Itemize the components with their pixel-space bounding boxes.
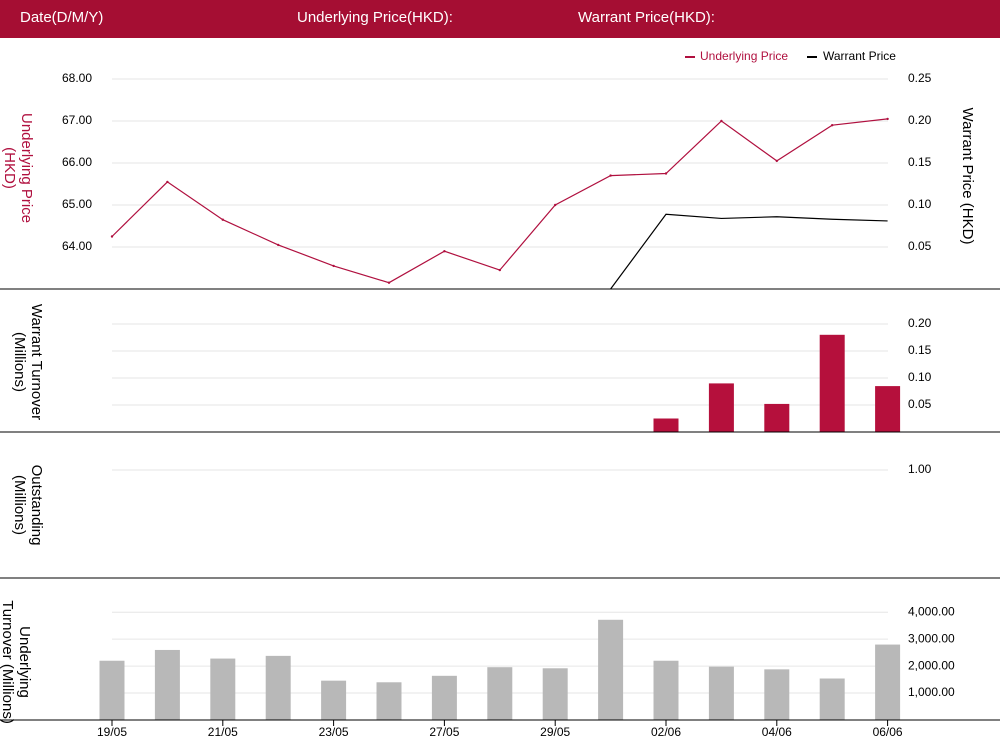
underlying-price-point xyxy=(886,117,889,121)
underlying-price-point xyxy=(166,180,169,184)
underlying-price-point xyxy=(110,235,114,238)
outstanding-axis-title: Outstanding(Millions) xyxy=(11,465,45,546)
x-axis-tick-label: 23/05 xyxy=(319,725,349,739)
underlying-turnover-bar xyxy=(764,669,790,720)
underlying-turnover-bar xyxy=(653,660,679,720)
legend-underlying-label: Underlying Price xyxy=(700,49,788,63)
underlying-price-point xyxy=(387,281,391,284)
underlying-price-point xyxy=(609,174,612,177)
warrant-turnover-bar xyxy=(819,334,845,432)
underlying-turnover-bar xyxy=(542,668,568,720)
underlying-turnover-tick-label: 1,000.00 xyxy=(908,685,955,699)
underlying-turnover-bar xyxy=(819,678,845,720)
underlying-price-point xyxy=(720,119,723,123)
x-axis-tick-label: 19/05 xyxy=(97,725,127,739)
date-label: Date(D/M/Y) xyxy=(20,9,104,26)
warrant-turnover-axis-title: Warrant Turnover(Millions) xyxy=(11,304,45,420)
underlying-price-point xyxy=(498,268,501,272)
underlying-turnover-axis-title: UnderlyingTurnover (Millions) xyxy=(0,600,33,724)
chart-area: 64.00 65.00 66.00 67.00 68.00 0.05 0.10 0.15 0.2… xyxy=(0,49,1000,739)
right-axis-tick-label: 0.15 xyxy=(908,155,932,169)
legend-warrant-label: Warrant Price xyxy=(823,49,896,63)
underlying-price-line xyxy=(111,118,888,284)
underlying-turnover-tick-label: 3,000.00 xyxy=(908,631,955,645)
legend-underlying-swatch xyxy=(685,56,695,58)
underlying-price-point xyxy=(664,172,668,175)
x-axis-tick-label: 27/05 xyxy=(429,725,459,739)
underlying-price-point xyxy=(443,250,446,253)
underlying-turnover-bar xyxy=(376,682,402,720)
legend-warrant-swatch xyxy=(807,56,817,58)
warrant-turnover-tick-label: 0.20 xyxy=(908,316,932,330)
warrant-price-label: Warrant Price(HKD): xyxy=(578,9,715,26)
right-axis-tick-label: 0.05 xyxy=(908,239,932,253)
left-axis-tick-label: 66.00 xyxy=(62,155,92,169)
x-axis-tick-label: 04/06 xyxy=(762,725,792,739)
underlying-turnover-bar xyxy=(708,666,734,720)
underlying-price-label: Underlying Price(HKD): xyxy=(297,9,453,26)
x-axis-tick-label: 21/05 xyxy=(208,725,238,739)
underlying-price-point xyxy=(554,203,557,207)
underlying-turnover-bar xyxy=(210,658,236,720)
underlying-turnover-bar xyxy=(99,660,125,720)
underlying-turnover-bar xyxy=(875,644,901,720)
x-axis-tick-label: 06/06 xyxy=(873,725,903,739)
underlying-turnover-bar xyxy=(598,619,624,720)
warrant-turnover-bar xyxy=(764,403,790,432)
underlying-turnover-tick-label: 2,000.00 xyxy=(908,658,955,672)
underlying-price-point xyxy=(221,218,224,221)
x-axis-tick-label: 02/06 xyxy=(651,725,681,739)
underlying-price-point xyxy=(277,243,280,247)
right-axis-tick-label: 0.10 xyxy=(908,197,932,211)
warrant-turnover-tick-label: 0.05 xyxy=(908,397,932,411)
x-axis-tick-label: 29/05 xyxy=(540,725,570,739)
warrant-turnover-bar xyxy=(708,383,734,432)
underlying-price-point xyxy=(332,264,335,268)
underlying-turnover-bar xyxy=(487,667,513,720)
underlying-price-point xyxy=(775,159,778,163)
left-axis-tick-label: 64.00 xyxy=(62,239,92,253)
right-axis-tick-label: 0.20 xyxy=(908,113,932,127)
warrant-turnover-tick-label: 0.10 xyxy=(908,370,932,384)
warrant-turnover-bar xyxy=(653,418,679,432)
underlying-price-point xyxy=(831,124,834,127)
left-axis-tick-label: 67.00 xyxy=(62,113,92,127)
header-bar: Date(D/M/Y) Underlying Price(HKD): Warra… xyxy=(0,0,1000,38)
left-axis-tick-label: 68.00 xyxy=(62,71,92,85)
right-axis-title: Warrant Price (HKD) xyxy=(959,108,976,245)
underlying-turnover-bar xyxy=(154,649,180,720)
left-axis-title: Underlying Price(HKD) xyxy=(1,113,35,223)
left-axis-tick-label: 65.00 xyxy=(62,197,92,211)
warrant-turnover-tick-label: 0.15 xyxy=(908,343,932,357)
underlying-turnover-bar xyxy=(321,680,347,720)
warrant-price-line xyxy=(610,213,888,290)
warrant-turnover-bar xyxy=(875,386,901,432)
underlying-turnover-tick-label: 4,000.00 xyxy=(908,604,955,618)
underlying-turnover-bar xyxy=(265,655,291,720)
right-axis-tick-label: 0.25 xyxy=(908,71,932,85)
underlying-turnover-bar xyxy=(431,675,457,720)
outstanding-tick-label: 1.00 xyxy=(908,462,932,476)
